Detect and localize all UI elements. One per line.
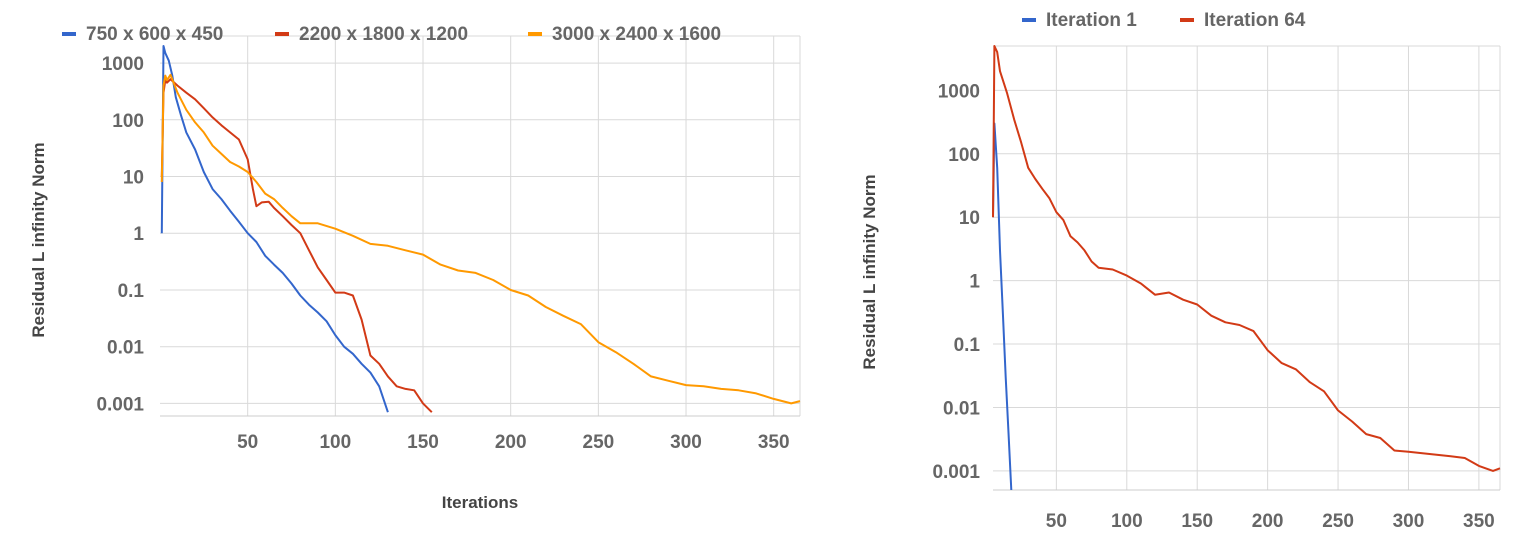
series-line-2 — [160, 78, 433, 413]
legend-label: 3000 x 2400 x 1600 — [552, 24, 721, 45]
y-tick-label: 1 — [133, 224, 144, 245]
y-tick-label: 1000 — [102, 54, 144, 75]
x-axis-title: Iterations — [442, 493, 519, 512]
legend-item: Iteration 1 — [1022, 10, 1137, 31]
legend: 750 x 600 x 450 2200 x 1800 x 1200 3000 x … — [62, 24, 721, 45]
y-tick-label: 100 — [948, 145, 980, 166]
x-tick-label: 300 — [1393, 511, 1425, 532]
y-tick-label: 10 — [123, 168, 144, 189]
x-tick-label: 150 — [1181, 511, 1213, 532]
legend: Iteration 1 Iteration 64 — [1022, 10, 1306, 31]
x-tick-label: 250 — [1322, 511, 1354, 532]
series-line-1 — [160, 45, 389, 413]
x-tick-label: 50 — [1046, 511, 1067, 532]
chart-right: 50 100 150 200 250 300 350 0.001 0.01 0.1 1 10 100 10… — [860, 10, 1501, 532]
legend-item: 2200 x 1800 x 1200 — [275, 24, 468, 45]
legend-label: Iteration 1 — [1046, 10, 1137, 31]
series-line-3 — [160, 73, 801, 405]
series-line-2 — [992, 45, 1501, 472]
legend-label: 2200 x 1800 x 1200 — [299, 24, 468, 45]
x-tick-label: 350 — [1463, 511, 1495, 532]
x-tick-label: 50 — [237, 432, 258, 453]
legend-label: Iteration 64 — [1204, 10, 1306, 31]
y-tick-label: 1000 — [938, 81, 980, 102]
y-tick-label: 0.01 — [943, 398, 980, 419]
x-tick-label: 300 — [670, 432, 702, 453]
y-axis-title: Residual L infinity Norm — [860, 174, 879, 369]
x-tick-label: 350 — [758, 432, 790, 453]
series-line-1 — [992, 122, 1013, 491]
legend-item: 3000 x 2400 x 1600 — [528, 24, 721, 45]
x-tick-label: 200 — [1252, 511, 1284, 532]
y-tick-label: 0.01 — [107, 338, 144, 359]
y-tick-label: 0.1 — [118, 281, 145, 302]
x-tick-label: 150 — [407, 432, 439, 453]
x-tick-label: 200 — [495, 432, 527, 453]
y-tick-label: 1 — [969, 272, 980, 293]
y-tick-label: 0.1 — [954, 335, 981, 356]
x-tick-label: 100 — [1111, 511, 1143, 532]
grid — [160, 35, 801, 417]
chart-left: 50 100 150 200 250 300 350 0.001 0.01 0.1 1 10 100 10… — [29, 24, 801, 512]
x-tick-label: 100 — [319, 432, 351, 453]
legend-label: 750 x 600 x 450 — [86, 24, 223, 45]
y-tick-label: 100 — [112, 111, 144, 132]
x-tick-label: 250 — [583, 432, 615, 453]
y-axis-title: Residual L infinity Norm — [29, 142, 48, 337]
y-tick-label: 0.001 — [932, 462, 980, 483]
legend-item: 750 x 600 x 450 — [62, 24, 223, 45]
y-tick-label: 10 — [959, 208, 980, 229]
legend-item: Iteration 64 — [1180, 10, 1306, 31]
y-tick-label: 0.001 — [96, 394, 144, 415]
grid — [993, 45, 1501, 491]
